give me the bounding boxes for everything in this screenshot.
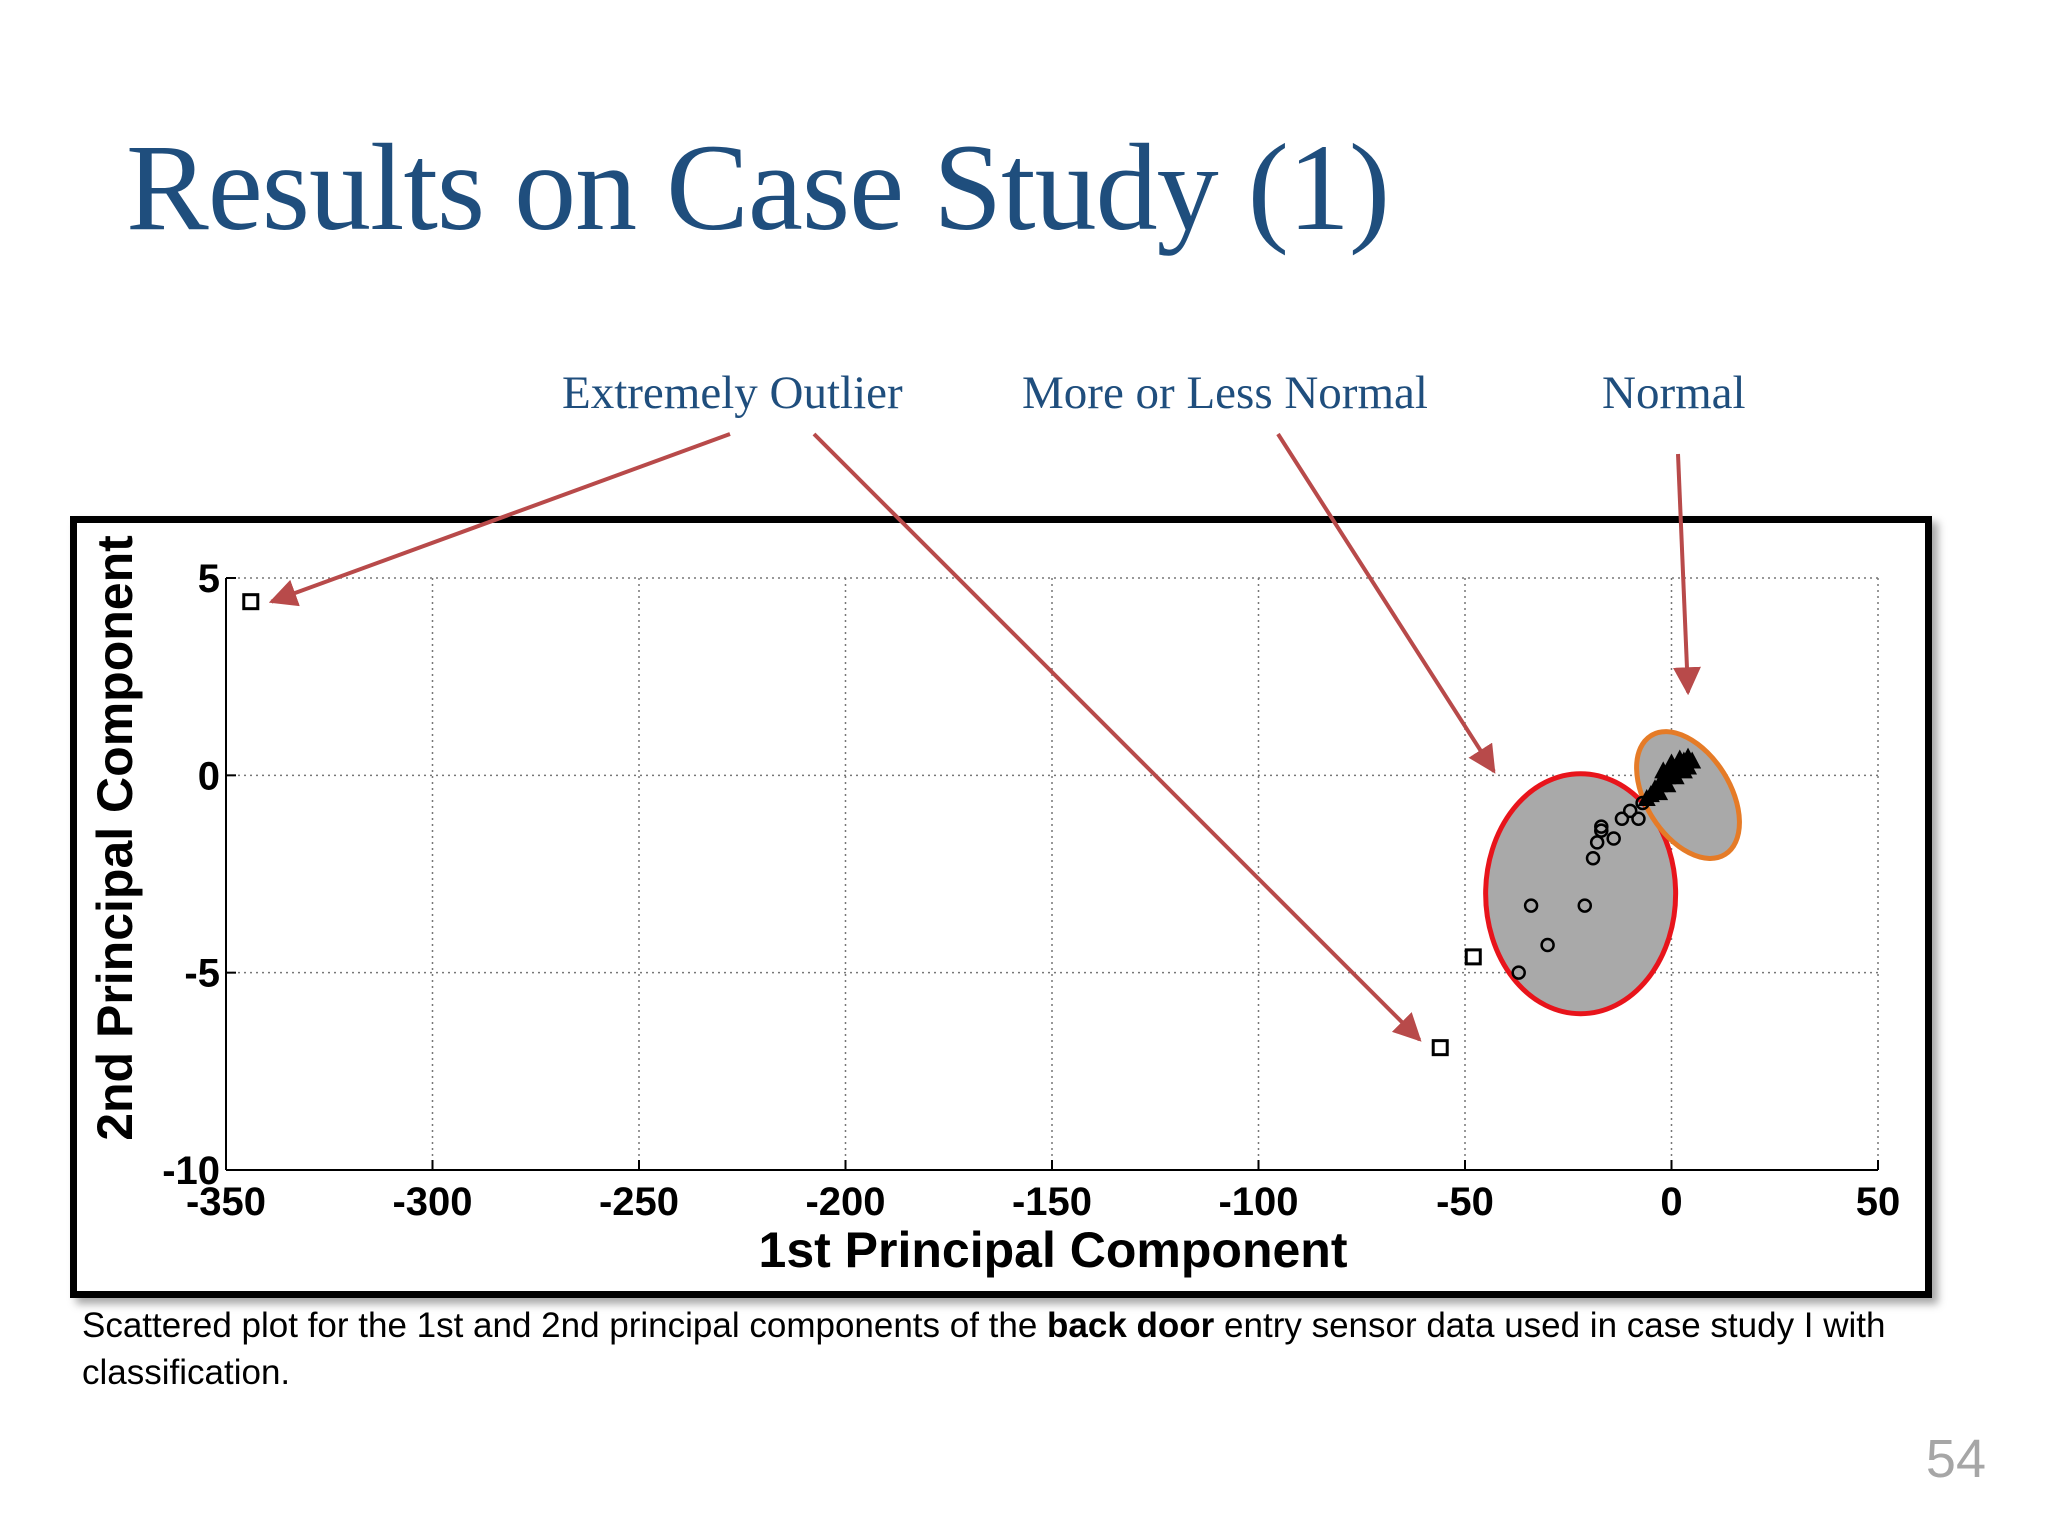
more-or-less-normal-point [1540,937,1555,953]
more-or-less-normal-point [1523,898,1539,913]
x-axis-label: 1st Principal Component [759,1222,1348,1278]
x-tick-label: -100 [1218,1180,1298,1224]
caption-text-end: entry sensor data used in case study I w… [82,1306,1886,1392]
arrow-to-more-or-less-normal [1276,432,1496,774]
cluster-ellipses [1483,729,1742,1017]
normal-point [1666,767,1685,785]
x-tick-label: -300 [392,1180,472,1224]
outlier-point [1464,948,1482,966]
more-or-less-normal-point [1594,819,1609,834]
normal-point [1662,753,1681,771]
x-tick-label: -250 [599,1180,679,1224]
page-number: 54 [1925,1429,1986,1489]
more-or-less-normal-point [1631,811,1646,826]
caption-text-start: Scattered plot for the 1st and 2nd princ… [82,1306,1048,1345]
arrow-to-outlier-2 [812,432,1422,1042]
normal-point [1683,751,1702,769]
more-or-less-normal-point [1622,803,1638,819]
y-tick-label: 0 [198,754,220,798]
caption-text-bold: back door [1047,1306,1215,1345]
callout-extremely-outlier: Extremely Outlier [562,367,903,419]
axes: -350 -300 -250 -200 -150 -100 -50 0 50-10-505 [162,557,1900,1224]
x-tick-label: 0 [1660,1180,1682,1224]
more-or-less-normal-point [1585,850,1601,866]
x-tick-label: 50 [1856,1180,1901,1224]
y-tick-label: -5 [184,952,220,996]
x-tick-label: -350 [186,1180,266,1224]
outlier-point [1431,1039,1449,1057]
figure-caption: Scattered plot for the 1st and 2nd princ… [82,1302,1902,1396]
callout-normal: Normal [1602,367,1746,419]
y-tick-label: 5 [198,557,220,601]
outlier-point [242,593,260,611]
callout-more-or-less-normal: More or Less Normal [1022,367,1428,419]
more-or-less-normal-point [1511,965,1526,980]
more-or-less-normal-point [1577,898,1593,913]
y-tick-label: -10 [162,1149,220,1193]
arrow-to-normal [1672,453,1701,696]
callout-arrows [268,432,1701,1042]
x-tick-label: -50 [1436,1180,1494,1224]
data-points [242,593,1702,1057]
x-tick-label: -150 [1012,1180,1092,1224]
y-axis-label: 2nd Principal Component [87,535,143,1141]
more-or-less-normal-ellipse [1483,771,1679,1017]
more-or-less-normal-point [1606,831,1621,846]
normal-point [1654,761,1673,779]
arrow-to-outlier-1 [268,432,731,607]
x-tick-label: -200 [805,1180,885,1224]
more-or-less-normal-point [1614,811,1630,826]
slide-title: Results on Case Study (1) [126,119,1390,256]
